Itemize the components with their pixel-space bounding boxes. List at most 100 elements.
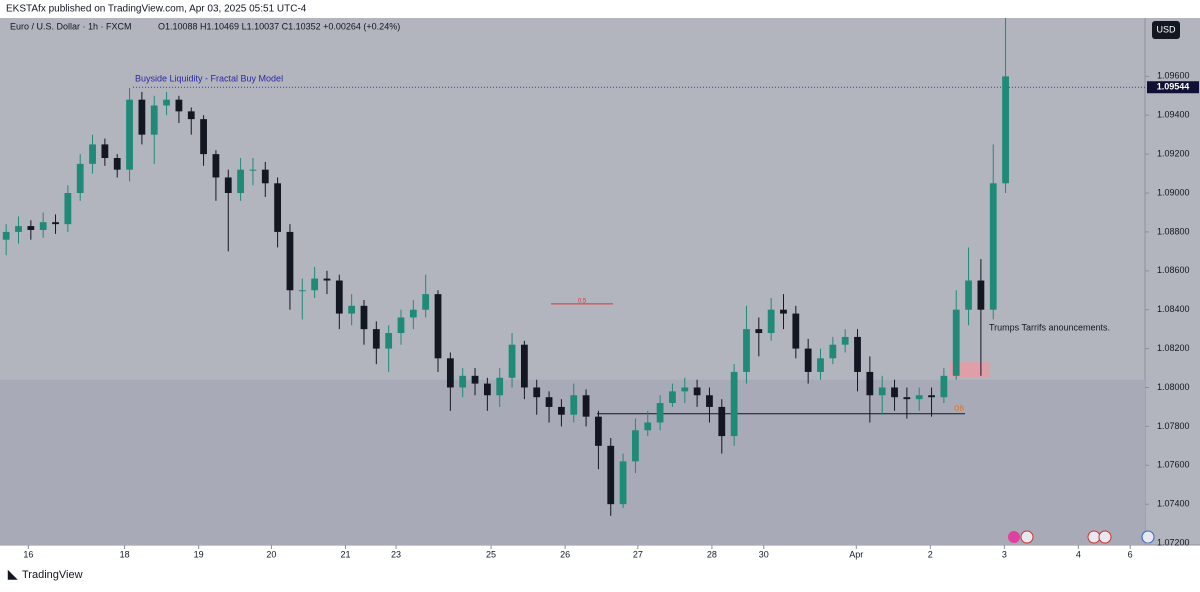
x-tick-label: 18 <box>120 549 130 559</box>
candle-body <box>385 333 393 349</box>
candle-body <box>989 183 997 310</box>
candle-body <box>693 387 701 396</box>
candle-body <box>372 329 380 349</box>
candle-body <box>607 445 615 505</box>
brand: TradingView <box>22 569 83 581</box>
x-tick-label: 3 <box>1002 549 1007 559</box>
candle-body <box>52 222 59 225</box>
candle-body <box>743 329 750 372</box>
candle-body <box>804 348 812 372</box>
candle-body <box>952 309 960 376</box>
candle-body <box>150 105 158 135</box>
candle-body <box>915 395 923 400</box>
candle-body <box>533 387 541 398</box>
publisher: EKSTAfx published on TradingView.com, Ap… <box>6 4 307 15</box>
bottom-bar <box>0 545 1200 587</box>
x-tick-label: 27 <box>633 549 643 559</box>
candle-body <box>224 177 232 194</box>
currency-box <box>1152 21 1180 39</box>
y-tick-label: 1.09400 <box>1157 110 1190 120</box>
y-tick-label: 1.09600 <box>1157 71 1190 81</box>
candle-body <box>89 144 96 164</box>
candle-body <box>558 406 565 415</box>
event-icons <box>1008 530 1155 544</box>
candle-body <box>817 358 824 372</box>
x-tick-label: 16 <box>23 549 33 559</box>
candle-body <box>409 309 417 318</box>
candle-body <box>644 422 652 431</box>
x-tick-label: 23 <box>391 549 401 559</box>
candle-body <box>101 144 109 159</box>
candle-body <box>422 294 430 310</box>
price-tag-bg <box>1147 81 1199 94</box>
candle-body <box>483 383 491 396</box>
candle-body <box>582 395 590 417</box>
candle-body <box>261 169 269 184</box>
candle-body <box>965 280 972 310</box>
candle-body <box>15 226 22 232</box>
candle-body <box>940 375 948 398</box>
candle-body <box>570 395 578 415</box>
candle-body <box>113 158 121 170</box>
ohlc: O1.10088 H1.10469 L1.10037 C1.10352 +0.0… <box>158 21 400 31</box>
candle-body <box>323 278 331 281</box>
x-tick-label: 6 <box>1128 549 1133 559</box>
y-tick-label: 1.07400 <box>1157 499 1190 509</box>
candle-body <box>311 278 319 291</box>
x-tick-label: 28 <box>707 549 717 559</box>
candle-body <box>298 290 306 292</box>
currency: USD <box>1156 24 1176 34</box>
candle-body <box>39 222 47 230</box>
candle-body <box>632 430 639 462</box>
y-tick-label: 1.08400 <box>1157 304 1190 314</box>
candle-body <box>163 99 170 106</box>
candle-body <box>335 280 343 314</box>
candle-body <box>1002 76 1009 184</box>
candle-body <box>237 169 244 194</box>
candle-body <box>903 397 911 400</box>
candle-body <box>434 294 442 359</box>
candle-body <box>397 317 405 334</box>
candle-body <box>126 99 133 170</box>
x-tick-label: Apr <box>849 549 863 559</box>
x-tick-label: 25 <box>486 549 496 559</box>
candle-body <box>64 193 72 225</box>
ob-label: OB <box>954 406 964 413</box>
price-tag: 1.09544 <box>1157 82 1190 92</box>
candle-body <box>767 309 775 334</box>
candle-body <box>681 387 689 392</box>
candle-body <box>212 154 220 178</box>
candle-body <box>669 391 676 404</box>
fib-label: 0.5 <box>578 298 587 304</box>
candle-body <box>27 226 35 230</box>
candle-body <box>2 231 10 240</box>
candle-body <box>175 99 183 112</box>
candle-body <box>471 375 479 384</box>
candle-body <box>891 387 898 398</box>
y-tick-label: 1.09200 <box>1157 149 1190 159</box>
x-tick-label: 21 <box>340 549 350 559</box>
y-tick-label: 1.07800 <box>1157 421 1190 431</box>
candle-body <box>780 309 787 314</box>
candle-body <box>348 305 356 314</box>
candle-body <box>446 358 454 388</box>
x-tick-label: 20 <box>266 549 276 559</box>
candle-body <box>286 231 294 291</box>
candle-body <box>829 344 837 359</box>
note: Trumps Tarrifs anouncements. <box>989 322 1110 332</box>
candle-body <box>718 406 726 437</box>
candle-body <box>138 99 146 135</box>
y-tick-label: 1.07600 <box>1157 460 1190 470</box>
y-tick-label: 1.09000 <box>1157 187 1190 197</box>
candle-body <box>508 344 516 378</box>
candle-body <box>360 305 368 330</box>
candle-body <box>200 119 207 155</box>
candle-body <box>706 395 713 407</box>
candle-body <box>520 344 528 388</box>
candle-body <box>249 169 257 171</box>
candle-body <box>619 461 627 505</box>
x-tick-label: 2 <box>928 549 933 559</box>
top-bar <box>0 0 1200 18</box>
candle-body <box>656 403 664 423</box>
